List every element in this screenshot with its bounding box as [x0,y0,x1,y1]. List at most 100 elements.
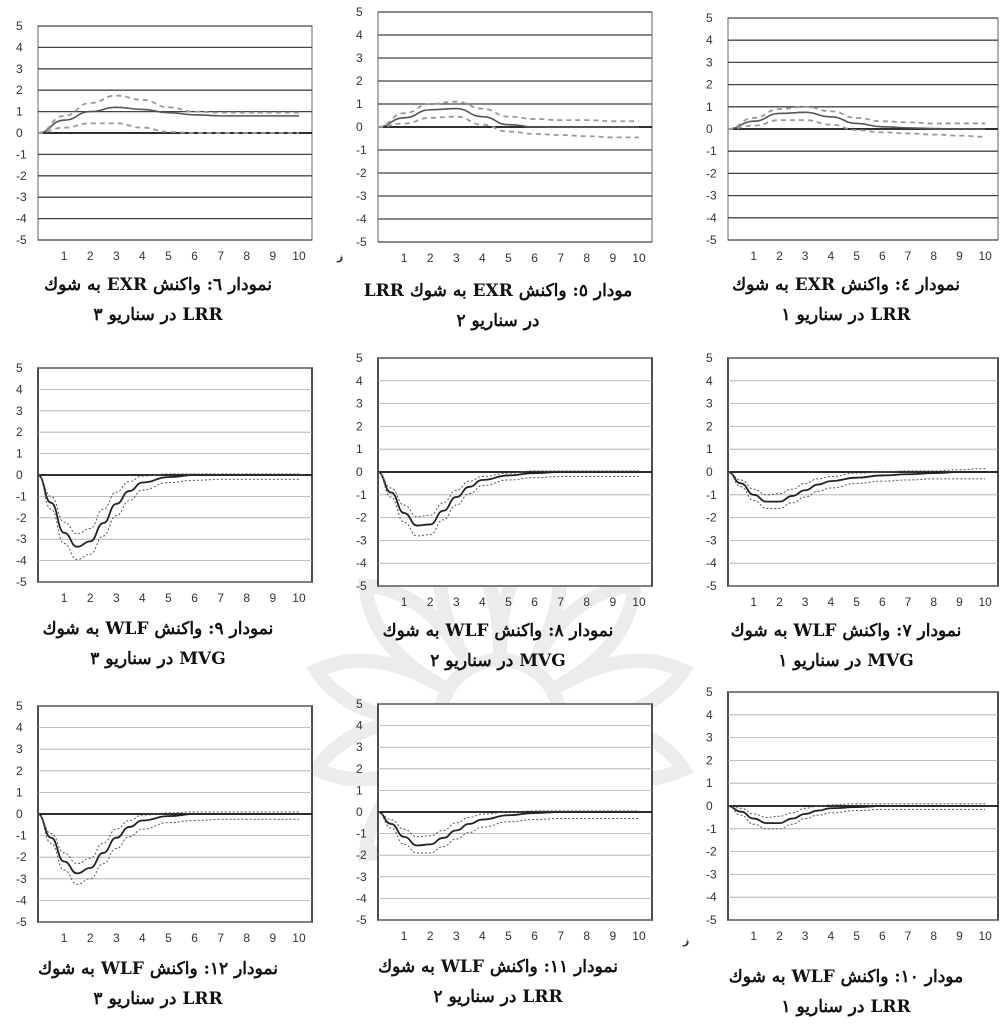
y-tick-label: 5 [16,361,23,375]
x-tick-label: 5 [853,929,860,943]
chart-9: 5 4 3 2 1 0 -1 -2 -3 -4 -5 1 2 3 4 5 6 7 8 9 10 [0,361,316,612]
y-tick-label: 2 [356,419,363,433]
x-tick-label: 3 [453,251,460,265]
series-response [377,107,639,128]
x-tick-label: 2 [776,929,783,943]
y-tick-label: -2 [706,511,717,525]
y-tick-label: -3 [16,190,27,204]
x-tick-label: 7 [557,251,564,265]
series-response [727,805,986,824]
y-tick-label: 5 [706,351,713,365]
x-tick-label: 5 [853,595,860,609]
x-tick-label: 6 [531,929,538,943]
series-upper [37,473,299,535]
y-tick-label: 1 [706,442,713,456]
chart-7-caption: نمودار ٧: واكنش WLF به شوك MVG در سناريو… [690,616,1002,676]
x-tick-label: 4 [139,931,146,945]
series-lower [377,471,639,537]
x-tick-label: 4 [828,595,835,609]
y-tick-label: -3 [16,872,27,886]
series-response [37,106,299,134]
chart-8-caption-line-1: نمودار ٨: واكنش WLF به شوك [382,621,614,641]
x-tick-label: 2 [87,591,94,605]
series-lower [37,474,299,561]
series-response [37,474,299,548]
x-tick-label: 6 [879,249,886,263]
chart-12: 5 4 3 2 1 0 -1 -2 -3 -4 -5 1 2 3 4 5 6 7 8 9 10 [0,699,316,952]
y-tick-label: -5 [356,913,367,927]
y-tick-label: -4 [356,212,367,226]
x-tick-label: 8 [243,591,250,605]
y-tick-label: -1 [16,489,27,503]
x-tick-label: 3 [113,931,120,945]
series-upper [377,100,639,128]
y-tick-label: -5 [706,579,717,593]
x-tick-label: 10 [632,251,646,265]
series-upper [37,811,299,865]
x-tick-label: 8 [930,929,937,943]
y-tick-label: 1 [16,447,23,461]
x-tick-label: 4 [479,929,486,943]
x-tick-label: 10 [978,929,992,943]
chart-5-caption-line-1: مودار ٥: واكنش EXR به شوك LRR [363,281,633,301]
series-response [377,471,639,527]
chart-12-caption: نمودار ١٢: واكنش WLF به شوك LRR در سناري… [0,954,316,1014]
y-tick-label: -3 [706,189,717,203]
x-tick-label: 3 [453,929,460,943]
chart-5-caption-line-2: در سناريو ٢ [456,311,540,331]
chart-6: 5 4 3 2 1 0 -1 -2 -3 -4 -5 1 2 3 4 5 6 7 8 9 10 [0,19,316,270]
chart-4-caption-line-2: LRR در سناريو ١ [781,305,911,325]
chart-8: 5 4 3 2 1 0 -1 -2 -3 -4 -5 1 2 3 4 5 6 7 8 9 10 [340,351,656,616]
x-tick-label: 8 [930,249,937,263]
y-tick-label: 3 [706,731,713,745]
x-tick-label: 9 [956,249,963,263]
x-tick-label: 9 [610,251,617,265]
y-tick-label: -4 [356,556,367,570]
x-tick-label: 6 [531,595,538,609]
x-tick-label: 3 [113,249,120,263]
chart-11-caption-line-1: نمودار ١١: واكنش WLF به شوك [378,957,618,977]
y-tick-label: 3 [706,55,713,69]
series-upper [377,810,639,838]
x-tick-label: 6 [191,249,198,263]
series-response [727,111,986,130]
y-tick-label: -4 [706,890,717,904]
y-tick-label: -2 [356,511,367,525]
series-upper [727,105,986,130]
y-tick-label: 5 [706,685,713,699]
series-upper [37,94,299,134]
x-tick-label: 4 [828,929,835,943]
chart-6-caption-line-2: LRR در سناريو ٣ [93,305,223,325]
y-tick-label: -5 [356,235,367,249]
y-tick-label: -1 [16,829,27,843]
y-tick-label: 1 [706,100,713,114]
y-tick-label: 0 [16,126,23,140]
x-tick-label: 10 [978,249,992,263]
y-tick-label: 5 [356,351,363,365]
x-tick-label: 1 [61,249,68,263]
y-tick-label: -1 [16,147,27,161]
x-tick-label: 3 [802,249,809,263]
series-upper [727,803,986,818]
x-tick-label: 9 [610,595,617,609]
x-tick-label: 6 [191,591,198,605]
y-tick-label: 5 [356,5,363,19]
x-tick-label: 2 [427,595,434,609]
series-lower [37,813,299,885]
y-tick-label: -5 [356,579,367,593]
y-tick-label: 2 [16,83,23,97]
y-tick-label: 2 [706,419,713,433]
x-tick-label: 9 [270,591,277,605]
y-tick-label: 5 [16,699,23,713]
y-tick-label: -1 [356,827,367,841]
chart-6-caption-line-1: نمودار ٦: واكنش EXR به شوك [44,275,272,295]
x-tick-label: 7 [217,591,224,605]
x-tick-label: 5 [165,591,172,605]
y-tick-label: 2 [356,74,363,88]
chart-11-caption-line-2: LRR در سناريو ٢ [433,987,563,1007]
y-tick-label: -5 [706,233,717,247]
y-tick-label: -1 [356,143,367,157]
